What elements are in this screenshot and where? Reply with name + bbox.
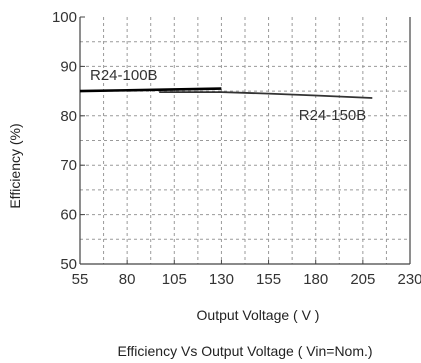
axes	[79, 16, 411, 265]
x-tick-label: 155	[256, 271, 281, 288]
series-labels: R24-100B R24-150B	[90, 67, 366, 124]
y-tick-label: 60	[60, 207, 77, 224]
x-tick-labels: 55 80 105 130 155 180 205 230	[72, 271, 421, 288]
series-label-r24-100b: R24-100B	[90, 67, 158, 84]
x-tick-label: 105	[162, 271, 187, 288]
y-tick-label: 50	[60, 256, 77, 273]
y-axis-title: Efficiency (%)	[7, 123, 23, 208]
y-tick-label: 70	[60, 157, 77, 174]
x-tick-label: 80	[119, 271, 136, 288]
x-tick-label: 55	[72, 271, 89, 288]
y-tick-labels: 50 60 70 80 90 100	[52, 9, 77, 273]
x-tick-label: 130	[209, 271, 234, 288]
x-tick-label: 180	[303, 271, 328, 288]
grid	[80, 17, 410, 264]
series-label-r24-150b: R24-150B	[299, 107, 367, 124]
series-lines	[79, 87, 373, 99]
x-axis-title: Output Voltage ( V )	[197, 307, 320, 323]
x-tick-label: 205	[350, 271, 375, 288]
y-tick-label: 80	[60, 108, 77, 125]
series-line-r24-100b	[79, 87, 222, 93]
y-tick-label: 90	[60, 58, 77, 75]
y-tick-label: 100	[52, 9, 77, 26]
chart-caption: Efficiency Vs Output Voltage ( Vin=Nom.)	[117, 343, 372, 359]
series-line-r24-150b	[159, 91, 373, 99]
x-tick-label: 230	[397, 271, 421, 288]
